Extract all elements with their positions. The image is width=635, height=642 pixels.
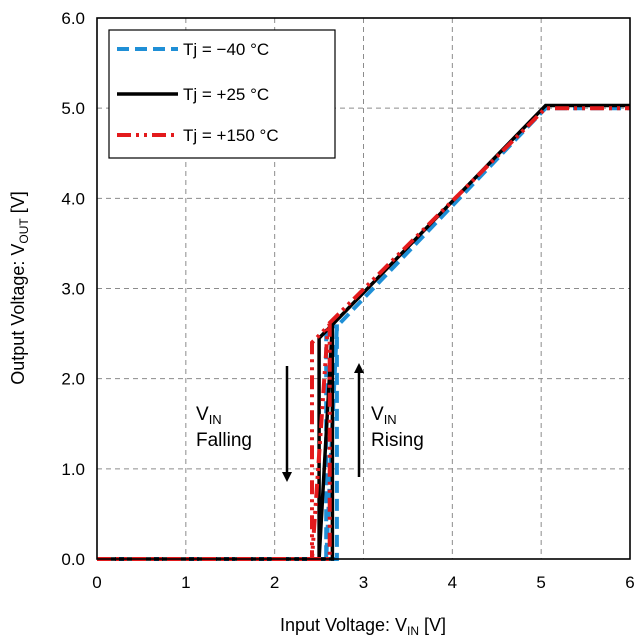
x-tick-label: 3 bbox=[359, 573, 368, 592]
y-tick-label: 1.0 bbox=[61, 460, 85, 479]
annotation-rising-line2: Rising bbox=[371, 430, 424, 451]
legend-label-neg40: Tj = −40 °C bbox=[183, 40, 269, 59]
y-tick-label: 0.0 bbox=[61, 550, 85, 569]
legend-label-25: Tj = +25 °C bbox=[183, 85, 269, 104]
annotation-falling-line2: Falling bbox=[196, 430, 252, 451]
annotation-rising-label: VIN bbox=[371, 404, 397, 427]
annotation-falling-label: VIN bbox=[196, 404, 222, 427]
x-axis-title: Input Voltage: VIN [V] bbox=[280, 615, 446, 638]
series-group bbox=[97, 103, 630, 561]
x-tick-label: 1 bbox=[181, 573, 190, 592]
y-tick-label: 2.0 bbox=[61, 370, 85, 389]
y-tick-label: 6.0 bbox=[61, 9, 85, 28]
y-axis-title: Output Voltage: VOUT [V] bbox=[8, 191, 31, 384]
x-tick-label: 6 bbox=[625, 573, 634, 592]
x-tick-label: 0 bbox=[92, 573, 101, 592]
x-tick-label: 5 bbox=[536, 573, 545, 592]
annotation-falling: VIN Falling bbox=[196, 366, 292, 482]
y-tick-label: 3.0 bbox=[61, 280, 85, 299]
plot-frame bbox=[96, 17, 631, 560]
legend-label-150: Tj = +150 °C bbox=[183, 126, 279, 145]
x-tick-label: 2 bbox=[270, 573, 279, 592]
x-tick-label: 4 bbox=[448, 573, 457, 592]
y-tick-label: 5.0 bbox=[61, 99, 85, 118]
annotation-rising: VIN Rising bbox=[354, 363, 424, 477]
legend: Tj = −40 °C Tj = +25 °C Tj = +150 °C bbox=[108, 29, 336, 159]
series-line-2 bbox=[97, 106, 630, 561]
y-tick-label: 4.0 bbox=[61, 189, 85, 208]
tick-labels: 0 1 2 3 4 5 6 0.0 1.0 2.0 3.0 4.0 5.0 6.0 bbox=[61, 9, 634, 592]
